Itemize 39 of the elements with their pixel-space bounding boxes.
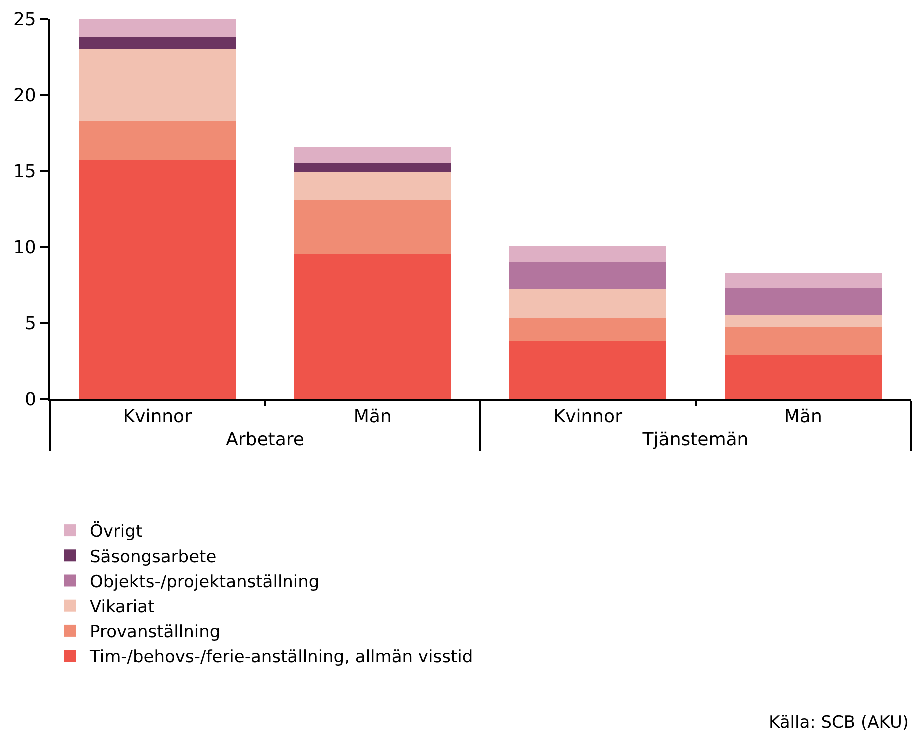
bar <box>510 318 667 342</box>
bar <box>294 254 452 399</box>
x-tick-label: Män <box>354 406 392 428</box>
bar <box>724 328 882 355</box>
bar <box>79 37 236 50</box>
bar <box>79 19 236 38</box>
bar <box>294 200 452 255</box>
legend-label: Provanställning <box>90 622 221 643</box>
text: Källa: SCB (AKU) <box>769 713 910 733</box>
x-tick-label: Män <box>784 406 822 428</box>
y-tick-label: 25 <box>13 9 36 30</box>
bar <box>510 290 667 318</box>
bar <box>724 288 882 316</box>
bar <box>79 160 236 399</box>
bar <box>510 246 667 262</box>
y-tick-label: 5 <box>24 313 36 334</box>
legend-label: Övrigt <box>90 521 143 542</box>
y-tick-label: 0 <box>24 389 36 410</box>
bar <box>724 315 882 328</box>
y-tick-label: 10 <box>13 237 36 258</box>
bar <box>294 163 452 173</box>
bar <box>294 172 452 200</box>
x-tick-label: Kvinnor <box>554 406 624 428</box>
y-tick-label: 15 <box>13 161 36 182</box>
text: Tjänstemän <box>642 430 749 451</box>
bar <box>510 341 667 399</box>
bar <box>294 147 452 164</box>
bar <box>724 272 882 288</box>
legend-label: Vikariat <box>90 597 156 618</box>
x-tick-label: Kvinnor <box>123 406 193 428</box>
legend-label: Säsongsarbete <box>90 547 217 568</box>
legend-label: Tim-/behovs-/ferie-anställning, allmän visstid <box>89 648 474 668</box>
legend-label: Objekts-/projektanställning <box>90 572 320 592</box>
bar <box>510 262 667 290</box>
bar <box>724 354 882 399</box>
bar <box>79 49 236 121</box>
y-tick-label: 20 <box>13 85 36 106</box>
text: Arbetare <box>226 430 304 451</box>
bar <box>79 120 236 160</box>
